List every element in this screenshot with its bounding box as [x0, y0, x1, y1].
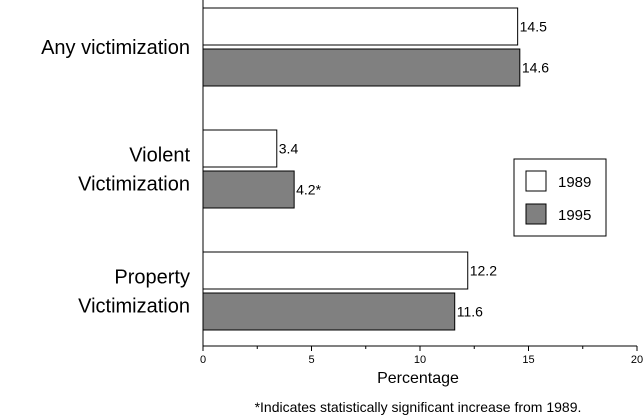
category-label-1-0: Violent [129, 145, 190, 167]
category-label-0-0: Any victimization [41, 37, 190, 59]
legend-swatch-1995 [525, 203, 547, 225]
legend: 1989 1995 [513, 158, 607, 237]
value-label-1989-2: 12.2 [470, 263, 497, 279]
bar-1989-0 [202, 7, 519, 46]
legend-label-1995: 1995 [558, 207, 591, 224]
x-tick-label-1: 5 [308, 354, 314, 366]
bar-1989-1 [202, 129, 278, 168]
value-label-1995-1: 4.2* [296, 182, 321, 198]
category-label-2-0: Property [114, 267, 190, 289]
bar-1989-2 [202, 251, 469, 290]
category-label-1-1: Victimization [78, 174, 190, 196]
x-tick-label-0: 0 [200, 354, 206, 366]
category-labels: Any victimization Violent Victimization Pro… [41, 37, 190, 318]
legend-label-1989: 1989 [558, 174, 591, 191]
x-tick-label-3: 15 [522, 354, 534, 366]
x-tick-label-2: 10 [414, 354, 426, 366]
value-label-1989-1: 3.4 [279, 141, 299, 157]
value-label-1995-2: 11.6 [457, 304, 483, 320]
value-label-1995-0: 14.6 [522, 60, 549, 76]
footnote: *Indicates statistically significant inc… [255, 399, 582, 415]
legend-swatch-1989 [525, 170, 547, 192]
x-axis: 0 5 10 15 20 [200, 0, 643, 366]
bar-1995-2 [202, 292, 456, 331]
value-label-1989-0: 14.5 [520, 19, 547, 35]
x-axis-title: Percentage [377, 370, 459, 387]
bar-1995-0 [202, 48, 521, 87]
x-tick-label-4: 20 [631, 354, 643, 366]
category-label-2-1: Victimization [78, 296, 190, 318]
bars-group: 14.5 14.6 3.4 4.2* 12.2 11.6 [202, 7, 549, 331]
bar-1995-1 [202, 170, 295, 209]
